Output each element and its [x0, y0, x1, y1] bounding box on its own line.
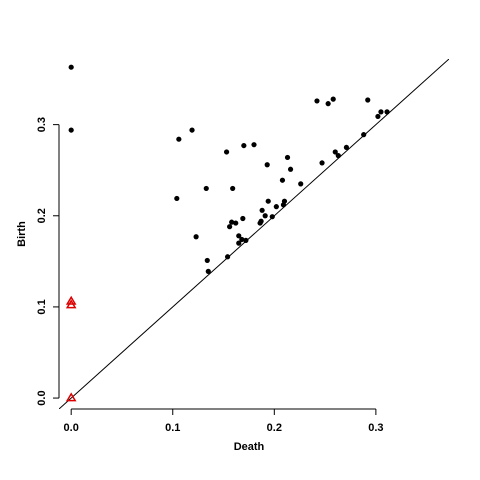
y-tick-label: 0.1	[36, 299, 48, 314]
scatter-point	[241, 142, 247, 149]
scatter-point	[287, 166, 294, 172]
scatter-point	[233, 220, 239, 226]
scatter-point	[298, 181, 304, 187]
scatter-point	[243, 237, 249, 243]
scatter-point	[176, 136, 182, 142]
scatter-point	[68, 127, 74, 133]
x-tick-label: 0.2	[267, 422, 282, 434]
scatter-point	[240, 215, 246, 222]
scatter-point	[279, 177, 286, 183]
scatter-point	[332, 149, 338, 155]
x-tick-label: 0.3	[368, 422, 383, 434]
scatter-point	[68, 64, 74, 70]
scatter-point	[384, 109, 390, 115]
x-tick-label: 0.1	[165, 422, 180, 434]
scatter-point	[284, 154, 291, 161]
scatter-point	[262, 213, 268, 219]
scatter-point	[269, 214, 275, 220]
scatter-point	[265, 198, 271, 204]
scatter-point	[204, 257, 210, 264]
x-axis-title: Death	[234, 441, 265, 453]
scatter-point	[319, 160, 325, 166]
y-tick-label: 0.2	[36, 208, 48, 223]
scatter-point	[236, 240, 242, 246]
x-tick-label: 0.0	[64, 422, 79, 434]
scatter-point	[281, 198, 288, 204]
scatter-point	[325, 101, 331, 107]
scatter-point	[236, 233, 242, 239]
scatter-point	[273, 204, 279, 210]
scatter-point	[335, 153, 341, 159]
scatter-point	[361, 132, 367, 138]
scatter-point	[343, 144, 350, 151]
scatter-point	[227, 224, 233, 230]
triangle-point	[65, 392, 77, 402]
scatter-point	[264, 162, 270, 168]
y-axis-title: Birth	[16, 221, 28, 247]
scatter-point	[365, 97, 371, 103]
scatter-point	[314, 98, 320, 104]
scatter-point	[378, 109, 384, 115]
scatter-point	[375, 113, 381, 120]
scatter-point	[258, 218, 264, 224]
scatter-point	[193, 234, 199, 240]
scatter-point	[330, 96, 336, 102]
scatter-point	[239, 236, 245, 243]
scatter-point	[205, 268, 211, 274]
scatter-point	[174, 195, 180, 202]
scatter-point	[230, 185, 236, 192]
scatter-point	[223, 149, 230, 155]
scatter-point	[229, 219, 235, 225]
triangle-point	[65, 299, 77, 309]
scatter-point	[259, 207, 265, 213]
scatter-point	[203, 185, 209, 192]
triangle-point	[65, 295, 77, 305]
scatter-point	[189, 127, 195, 133]
scatter-point	[251, 142, 257, 148]
diagonal-line	[59, 59, 449, 409]
y-tick-label: 0.3	[36, 117, 48, 132]
scatter-point	[224, 254, 231, 260]
y-tick-label: 0.0	[36, 390, 48, 405]
